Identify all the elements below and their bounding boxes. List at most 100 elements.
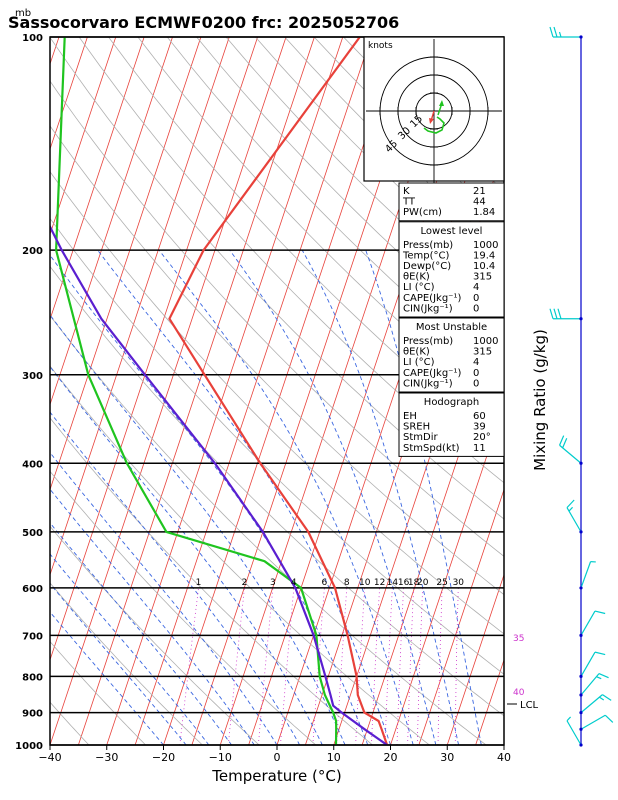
mixing-ratio-label: 8	[344, 578, 350, 588]
isotherm-line	[77, 37, 315, 745]
isotherm-line	[134, 37, 372, 745]
hodograph-stats-row-value: 11	[473, 443, 486, 454]
dry-adiabat-line	[78, 37, 504, 484]
wind-barb-half	[558, 31, 562, 38]
most-unstable-row-value: 0	[473, 368, 479, 379]
pressure-tick-label: 500	[22, 528, 43, 539]
temperature-tick-label: −40	[38, 751, 61, 764]
dewpoint-line	[54, 37, 338, 745]
lowest-level-heading: Lowest level	[421, 226, 483, 237]
indices-row-value: 1.84	[473, 207, 495, 218]
wind-barb-dot	[579, 530, 583, 534]
background-grid	[50, 37, 504, 745]
pressure-axis: 1000 900 800 700 600 500 400 300 200 100	[15, 33, 43, 752]
pressure-tick-label: 700	[22, 631, 43, 642]
pressure-tick-label: 1000	[15, 741, 43, 752]
wind-barb	[579, 651, 606, 678]
profile-lines	[50, 37, 389, 745]
lowest-level-row-label: Dewp(°C)	[403, 261, 451, 272]
dry-adiabat-line	[50, 125, 504, 596]
wind-barb-flag	[566, 499, 575, 509]
wind-barb	[579, 694, 612, 715]
wind-barb-dot	[579, 674, 583, 678]
wind-barb	[566, 499, 583, 534]
wind-barb-flag	[553, 26, 558, 38]
wind-barb-flag	[598, 673, 609, 679]
wind-barb-flag	[562, 438, 568, 449]
wind-barb-shaft	[580, 714, 606, 730]
most-unstable-row-value: 1000	[473, 336, 498, 347]
wind-barb-flag	[604, 714, 614, 723]
indices-row-label: PW(cm)	[403, 207, 442, 218]
wind-barb-flag	[594, 651, 606, 656]
indices-box	[398, 182, 505, 222]
moist-adiabat-line	[50, 583, 187, 745]
temperature-tick-label: 0	[274, 751, 281, 764]
temperature-tick-label: −30	[95, 751, 118, 764]
isotherm-line	[50, 37, 88, 151]
mixing-ratio-label: 6	[322, 578, 328, 588]
wind-barb-shaft	[580, 651, 596, 677]
dry-adiabat-line	[50, 80, 504, 557]
dry-adiabat-line	[50, 525, 260, 745]
pressure-tick-label: 400	[22, 459, 43, 470]
mixing-ratio-label: 10	[359, 578, 371, 588]
wind-barb-shaft	[580, 673, 600, 696]
mixing-ratio-label: 3	[270, 578, 276, 588]
wind-barb-shaft	[580, 610, 596, 636]
moist-adiabat-line	[50, 451, 278, 745]
lowest-level-row-value: 0	[473, 303, 479, 314]
isotherm-line	[50, 37, 202, 491]
mixing-ratio-line	[416, 587, 424, 745]
isotherm-line	[50, 37, 173, 406]
moist-adiabat-line	[158, 249, 414, 745]
hodograph-stats-box	[398, 392, 505, 457]
lcl-marker: LCL	[507, 700, 539, 711]
wind-barb	[579, 561, 596, 590]
hodograph-stats-row-value: 39	[473, 422, 486, 433]
dry-adiabat-line	[50, 470, 317, 745]
lowest-level-row-value: 1000	[473, 240, 498, 251]
most-unstable-row-value: 0	[473, 378, 479, 389]
moist-adiabat-line	[50, 314, 346, 745]
isotherm-line	[163, 37, 400, 745]
wind-barb-dot	[579, 633, 583, 637]
lowest-level-row-label: CIN(Jkg⁻¹)	[403, 303, 453, 314]
pressure-tick-label: 800	[22, 672, 43, 683]
dry-adiabat-line	[50, 701, 90, 745]
moist-adiabat-line	[97, 249, 391, 745]
pressure-tick-label: 300	[22, 371, 43, 382]
dry-adiabat-line	[50, 641, 146, 745]
lowest-level-row-label: Press(mb)	[403, 240, 453, 251]
lowest-level-row-label: CAPE(Jkg⁻¹)	[403, 293, 461, 304]
theta-label-35: 35	[513, 634, 524, 644]
wind-barb-shaft	[580, 561, 592, 589]
lowest-level-row-label: θE(K)	[403, 272, 430, 283]
wind-barb-shaft	[566, 507, 582, 533]
wind-barb-dot	[579, 586, 583, 590]
lowest-level-row-value: 19.4	[473, 250, 495, 261]
wind-barb-shaft	[566, 720, 582, 746]
wind-barb-flag	[602, 694, 612, 701]
pressure-unit-label: mb	[15, 8, 31, 19]
temperature-tick-label: 10	[327, 751, 341, 764]
wind-barb-dot	[579, 743, 583, 747]
hodograph-stats-heading: Hodograph	[424, 397, 479, 408]
temperature-tick-label: 20	[384, 751, 398, 764]
hodograph-stats-row-label: EH	[403, 411, 417, 422]
lowest-level-row-label: Temp(°C)	[402, 250, 450, 261]
wind-barb-shaft	[580, 694, 603, 714]
isotherm-line	[390, 403, 504, 745]
wind-barb-dot	[579, 35, 583, 39]
hodograph-stats-row-value: 60	[473, 411, 486, 422]
moist-adiabat-line	[50, 254, 369, 745]
isotherm-line	[50, 37, 259, 662]
temperature-tick-label: 40	[497, 751, 511, 764]
wind-barb	[579, 714, 614, 731]
isotherm-line	[50, 37, 230, 577]
pressure-tick-label: 600	[22, 584, 43, 595]
hodograph-stats-row-label: StmSpd(kt)	[403, 443, 460, 454]
mixing-ratio-label: 4	[291, 578, 297, 588]
